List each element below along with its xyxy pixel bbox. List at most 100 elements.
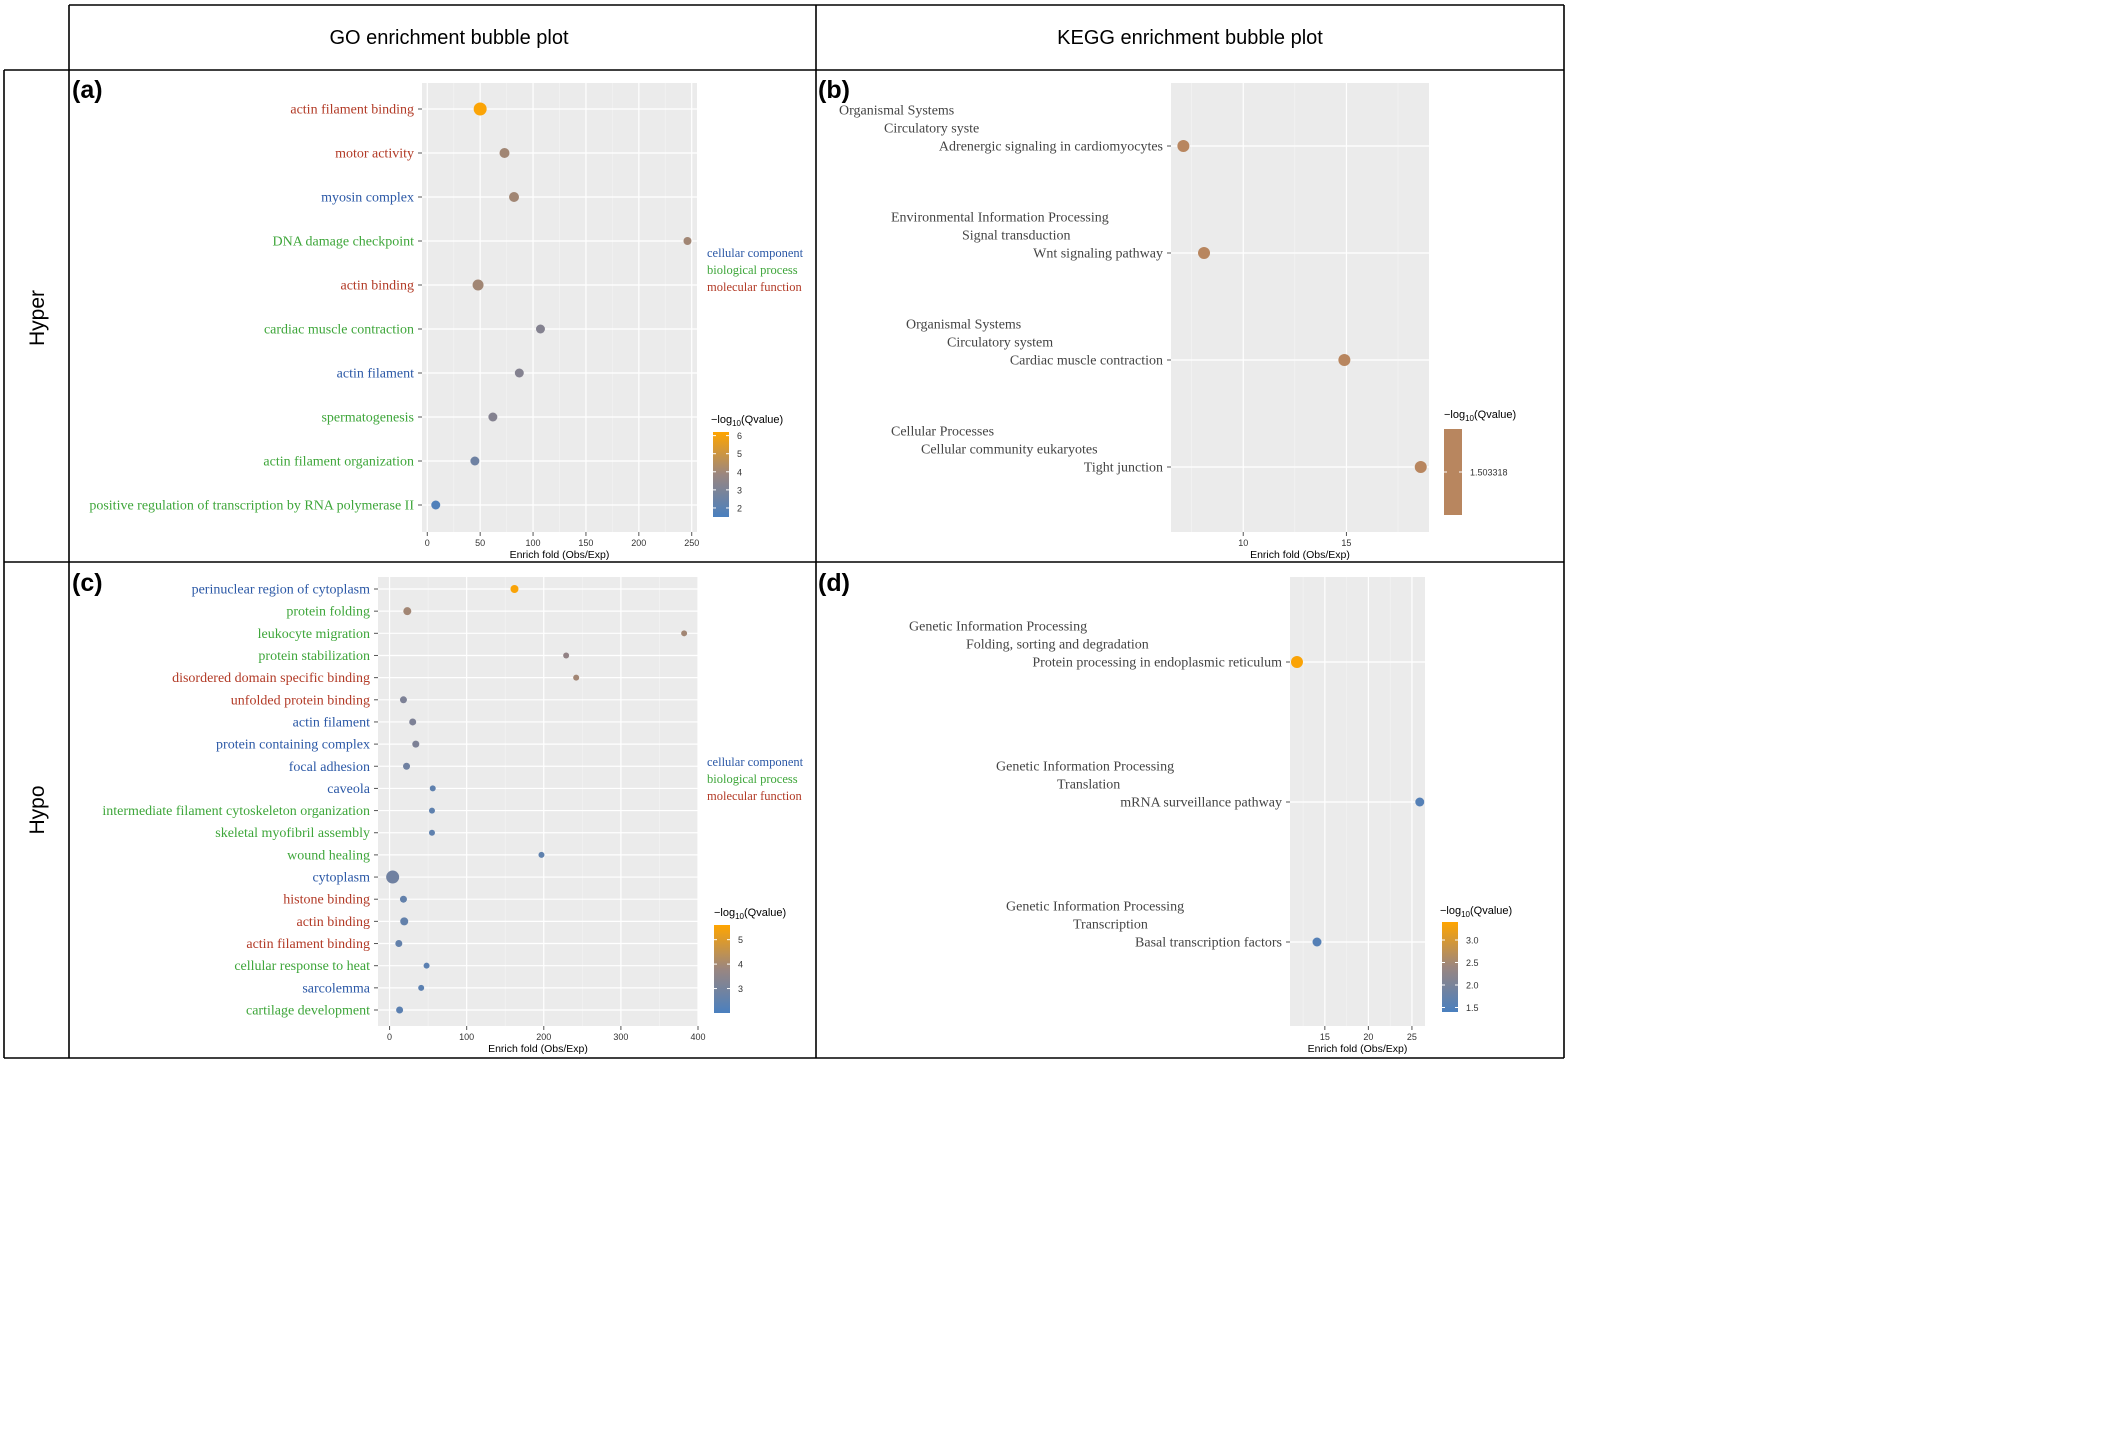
- bubble: [1177, 140, 1190, 152]
- bubble: [488, 412, 498, 422]
- panel-label-a: (a): [72, 76, 103, 104]
- term-label: actin filament organization: [263, 455, 414, 470]
- figure-frame: [3, 4, 1565, 1059]
- term-label: wound healing: [287, 848, 370, 863]
- x-axis-label: Enrich fold (Obs/Exp): [1250, 549, 1350, 561]
- bubble: [386, 870, 400, 884]
- pathway-category-label: Folding, sorting and degradation: [966, 638, 1149, 653]
- colorbar-tick-label: 4: [738, 960, 743, 970]
- x-tick-label: 100: [459, 1032, 474, 1042]
- bubble: [1312, 937, 1322, 947]
- pathway-category-label: Cellular community eukaryotes: [921, 443, 1098, 458]
- pathway-category-label: Circulatory system: [947, 336, 1053, 351]
- colorbar-title: −log10(Qvalue): [714, 907, 786, 921]
- colorbar: [1442, 922, 1458, 1012]
- pathway-category-label: Signal transduction: [962, 229, 1071, 244]
- colorbar-tick-label: 3: [737, 485, 742, 495]
- bubble: [403, 607, 412, 616]
- colorbar-title: −log10(Qvalue): [1440, 905, 1512, 919]
- panel-label-c: (c): [72, 569, 103, 597]
- pathway-category-label: Genetic Information Processing: [1006, 900, 1184, 915]
- x-axis-label: Enrich fold (Obs/Exp): [510, 549, 610, 561]
- figure: GO enrichment bubble plot KEGG enrichmen…: [3, 4, 1565, 1059]
- colorbar-tick-label: 3: [738, 984, 743, 994]
- x-tick-label: 200: [631, 538, 646, 548]
- bubble: [1414, 461, 1427, 473]
- pathway-category-label: Transcription: [1073, 918, 1148, 933]
- pathway-label: Protein processing in endoplasmic reticu…: [1032, 656, 1282, 671]
- x-tick-label: 0: [387, 1032, 392, 1042]
- colorbar-tick-label: 2.0: [1466, 981, 1479, 991]
- bubble: [395, 940, 403, 948]
- bubble: [473, 102, 487, 116]
- category-legend-item: cellular component: [707, 755, 804, 769]
- term-label: cytoplasm: [312, 871, 370, 886]
- x-tick-label: 10: [1238, 538, 1248, 548]
- bubble: [683, 237, 692, 245]
- term-label: spermatogenesis: [321, 411, 414, 426]
- colorbar: [713, 432, 729, 517]
- pathway-category-label: Genetic Information Processing: [996, 760, 1174, 775]
- colorbar: [1444, 429, 1462, 515]
- term-label: cellular response to heat: [234, 959, 370, 974]
- pathway-label: Tight junction: [1084, 461, 1163, 476]
- pathway-category-label: Translation: [1057, 778, 1120, 793]
- pathway-category-label: Cellular Processes: [891, 425, 994, 440]
- bubble: [538, 851, 545, 858]
- bubble: [573, 674, 580, 681]
- bubble: [681, 630, 688, 637]
- x-tick-label: 250: [684, 538, 699, 548]
- row-label-hyper: Hyper: [26, 290, 49, 346]
- term-label: actin binding: [341, 279, 415, 294]
- pathway-category-label: Organismal Systems: [906, 318, 1021, 333]
- colorbar-tick-label: 1.503318: [1470, 468, 1508, 478]
- go-bubble-chart-hyper: 0 50 100 150 200 250 Enrich fold (Obs/Exp) acti…: [89, 83, 804, 561]
- category-legend-item: molecular function: [707, 280, 803, 294]
- x-tick-label: 20: [1363, 1032, 1373, 1042]
- colorbar-tick-label: 2: [737, 503, 742, 513]
- panel-label-d: (d): [818, 569, 850, 597]
- bubble: [1290, 656, 1303, 668]
- term-label: DNA damage checkpoint: [272, 235, 414, 250]
- term-label: disordered domain specific binding: [172, 671, 370, 686]
- colorbar-tick-label: 5: [738, 935, 743, 945]
- bubble: [1338, 354, 1351, 366]
- go-column-title: GO enrichment bubble plot: [329, 27, 568, 49]
- bubble: [499, 148, 510, 158]
- term-label: protein containing complex: [216, 738, 370, 753]
- x-tick-label: 15: [1341, 538, 1351, 548]
- x-tick-label: 50: [475, 538, 485, 548]
- term-label: sarcolemma: [302, 981, 370, 996]
- bubble: [472, 279, 484, 291]
- bubble: [428, 829, 435, 836]
- bubble: [470, 456, 480, 466]
- x-tick-label: 100: [526, 538, 541, 548]
- pathway-category-label: Genetic Information Processing: [909, 620, 1087, 635]
- bubble: [1198, 247, 1211, 259]
- bubble: [418, 984, 425, 991]
- term-label: actin binding: [297, 915, 371, 930]
- bubble: [431, 500, 441, 510]
- colorbar-tick-label: 5: [737, 449, 742, 459]
- colorbar-tick-label: 2.5: [1466, 958, 1479, 968]
- pathway-label: Wnt signaling pathway: [1033, 247, 1163, 262]
- term-label: cartilage development: [246, 1004, 370, 1019]
- colorbar-tick-label: 3.0: [1466, 936, 1479, 946]
- bubble: [510, 585, 519, 593]
- bubble: [563, 652, 570, 659]
- kegg-column-title: KEGG enrichment bubble plot: [1057, 27, 1323, 49]
- x-tick-label: 25: [1407, 1032, 1417, 1042]
- go-bubble-chart-hypo: 0 100 200 300 400 Enrich fold (Obs/Exp) perinu…: [102, 577, 804, 1055]
- x-tick-label: 15: [1320, 1032, 1330, 1042]
- term-label: cardiac muscle contraction: [264, 323, 414, 338]
- term-label: leukocyte migration: [258, 627, 370, 642]
- category-legend-item: biological process: [707, 772, 798, 786]
- colorbar-tick-label: 6: [737, 431, 742, 441]
- bubble: [535, 324, 545, 334]
- bubble: [412, 740, 420, 748]
- pathway-label: Adrenergic signaling in cardiomyocytes: [939, 140, 1163, 155]
- bubble: [409, 718, 417, 726]
- pathway-category-label: Environmental Information Processing: [891, 211, 1109, 226]
- bubble: [400, 917, 409, 926]
